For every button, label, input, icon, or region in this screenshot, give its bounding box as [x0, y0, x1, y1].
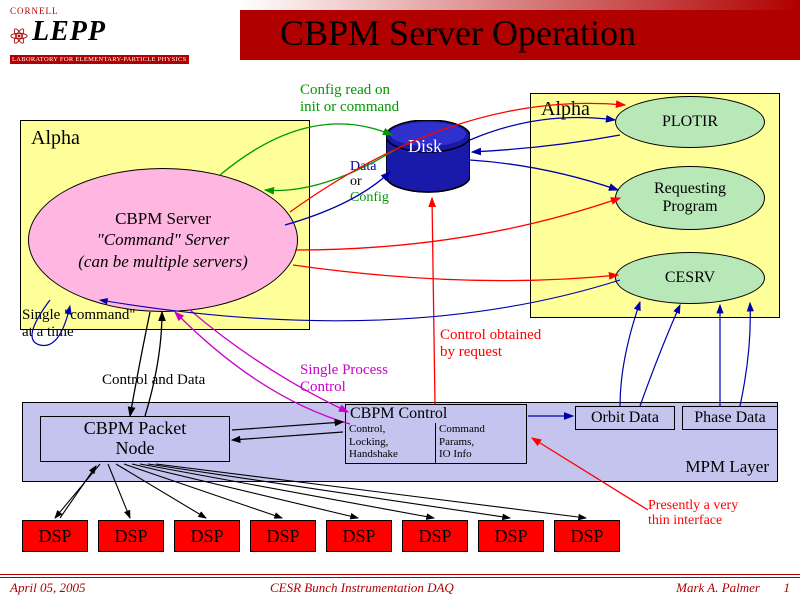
dsp-box: DSP [250, 520, 316, 552]
footer-center: CESR Bunch Instrumentation DAQ [270, 580, 454, 596]
ctrl-right-2: IO Info [439, 448, 526, 461]
doc-or: or [350, 174, 362, 189]
cbpm-control-right: Command Params, IO Info [436, 423, 526, 463]
dsp-box: DSP [174, 520, 240, 552]
single-proc-label: Single Process Control [300, 362, 388, 395]
ti-0: Presently a very [648, 498, 738, 513]
dsp-box: DSP [326, 520, 392, 552]
doc-config: Config [350, 190, 389, 205]
sp-0: Single Process [300, 362, 388, 379]
requesting-ellipse: Requesting Program [615, 166, 765, 230]
footer-page: 1 [784, 580, 791, 596]
cesrv-label: CESRV [665, 269, 715, 287]
packet-node-line2: Node [116, 439, 155, 459]
cbpm-server-line2: "Command" Server [97, 229, 230, 250]
dsp-box: DSP [402, 520, 468, 552]
packet-node-line1: CBPM Packet [84, 419, 187, 439]
single-cmd-label: Single "command" at a time [22, 307, 135, 340]
ctrl-left-0: Control, [349, 423, 435, 436]
cesrv-ellipse: CESRV [615, 252, 765, 304]
sc-0: Single "command" [22, 307, 135, 324]
control-req-label: Control obtained by request [440, 327, 541, 360]
cr-1: by request [440, 344, 541, 361]
thin-iface-label: Presently a very thin interface [648, 498, 738, 529]
ctrl-left-1: Locking, [349, 436, 435, 449]
alpha-left-label: Alpha [21, 121, 309, 156]
plotir-label: PLOTIR [662, 113, 718, 131]
dsp-box: DSP [478, 520, 544, 552]
orbit-label: Orbit Data [591, 409, 659, 427]
slide-header: CORNELL LEPP LABORATORY FOR ELEMENTARY-P… [0, 0, 800, 62]
cbpm-control-box: CBPM Control Control, Locking, Handshake… [345, 404, 527, 464]
plotir-ellipse: PLOTIR [615, 96, 765, 148]
config-read-label: Config read on init or command [300, 82, 399, 115]
mpm-label: MPM Layer [685, 457, 769, 477]
ctrl-left-2: Handshake [349, 448, 435, 461]
disk-cylinder [386, 120, 470, 200]
cbpm-control-left: Control, Locking, Handshake [346, 423, 436, 463]
sp-1: Control [300, 379, 388, 396]
doc-data: Data [350, 159, 376, 174]
footer-date: April 05, 2005 [10, 580, 85, 596]
config-read-0: Config read on [300, 82, 399, 99]
requesting-line1: Requesting [654, 180, 726, 198]
lab-fullname: LABORATORY FOR ELEMENTARY-PARTICLE PHYSI… [10, 55, 189, 64]
phase-data-box: Phase Data [682, 406, 778, 430]
cbpm-server-line3: (can be multiple servers) [78, 251, 247, 272]
ctrl-right-1: Params, [439, 436, 526, 449]
lepp-logo: CORNELL LEPP LABORATORY FOR ELEMENTARY-P… [10, 6, 210, 58]
dsp-box: DSP [98, 520, 164, 552]
orbit-data-box: Orbit Data [575, 406, 675, 430]
dsp-box: DSP [554, 520, 620, 552]
footer-author: Mark A. Palmer [676, 580, 760, 596]
sc-1: at a time [22, 324, 135, 341]
requesting-line2: Program [662, 198, 717, 216]
atom-icon [10, 27, 28, 45]
cbpm-server-ellipse: CBPM Server "Command" Server (can be mul… [28, 168, 298, 312]
cbpm-control-title: CBPM Control [346, 405, 526, 423]
ti-1: thin interface [648, 513, 738, 528]
lab-acronym: LEPP [32, 16, 106, 47]
slide-footer: April 05, 2005 CESR Bunch Instrumentatio… [0, 574, 800, 600]
cbpm-server-line1: CBPM Server [115, 208, 211, 229]
data-or-config-label: Data or Config [350, 159, 389, 205]
phase-label: Phase Data [694, 409, 766, 427]
university-name: CORNELL [10, 6, 210, 16]
packet-node-box: CBPM Packet Node [40, 416, 230, 462]
ctrl-right-0: Command [439, 423, 526, 436]
config-read-1: init or command [300, 99, 399, 116]
cr-0: Control obtained [440, 327, 541, 344]
dsp-box: DSP [22, 520, 88, 552]
disk-label: Disk [408, 137, 442, 157]
control-data-label: Control and Data [102, 372, 205, 389]
slide-title: CBPM Server Operation [280, 12, 636, 54]
